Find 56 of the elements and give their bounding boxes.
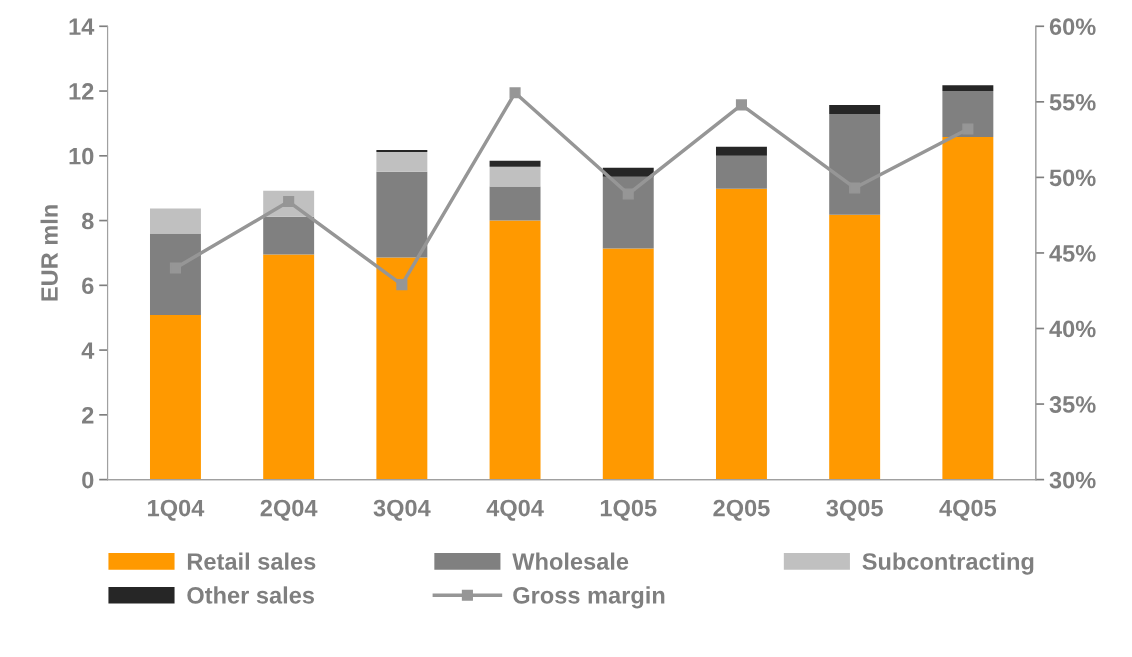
bar [942,85,994,92]
bar [829,114,881,215]
bar [942,91,994,138]
y-tick-label: 14 [69,18,95,35]
bar [263,216,315,255]
y-tick-label: 0 [82,471,94,489]
legend-label: Other sales [187,586,314,604]
legend-label: Gross margin [513,586,665,609]
point [283,196,295,208]
x-tick-label: 3Q05 [826,499,883,521]
bar [376,151,428,172]
legend-label: Wholesale [512,552,629,570]
bar [942,137,994,480]
legend-label: Subcontracting [862,552,1034,575]
y-tick-label: 2 [82,406,94,424]
y-tick-label: 10 [69,147,94,165]
y2-tick-label: 50% [1049,169,1096,187]
x-tick-label: 3Q04 [373,499,431,521]
y-tick-label: 6 [82,277,94,295]
x-tick-label: 4Q05 [939,499,997,521]
y2-tick-label: 40% [1049,320,1096,338]
bar [489,160,541,167]
y2-tick-label: 60% [1049,18,1096,36]
y-tick-label: 4 [81,342,95,359]
x-tick-label: 4Q04 [486,499,544,521]
y-tick-label: 12 [69,83,94,100]
bar [149,315,201,480]
bar [149,208,201,234]
point [509,87,521,99]
bar [489,220,541,480]
y2-tick-label: 45% [1049,245,1096,262]
x-tick-label: 2Q05 [713,499,770,521]
bar [829,104,881,115]
bar [489,166,541,187]
y-axis-title: EUR mln [40,205,58,301]
bar [715,155,767,189]
bar [376,257,428,480]
legend-label: Retail sales [187,552,316,570]
bar [715,188,767,480]
bar [602,176,654,249]
bar [489,186,541,221]
x-tick-label: 1Q04 [148,499,205,521]
bar [263,254,315,480]
bar [715,146,767,156]
point [396,279,408,291]
x-tick-label: 1Q05 [600,499,657,521]
y2-tick-label: 55% [1049,93,1096,111]
bar [149,233,201,316]
x-tick-label: 2Q04 [260,499,318,521]
y2-tick-label: 35% [1049,396,1096,413]
bar [376,171,428,258]
y2-tick-label: 30% [1049,471,1096,489]
y-tick-label: 8 [81,212,94,230]
bar [829,214,881,480]
point [735,99,748,111]
bar [602,248,654,480]
